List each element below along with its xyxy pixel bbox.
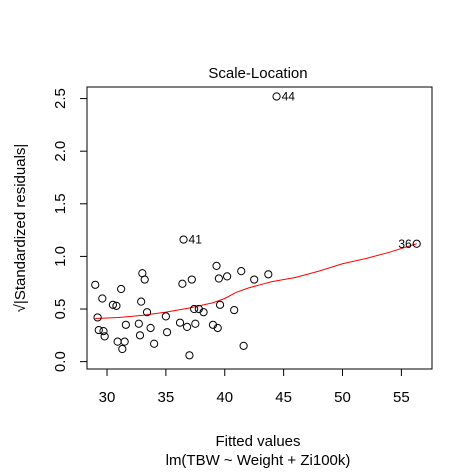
x-axis-label: Fitted values: [215, 433, 300, 450]
data-point: [142, 308, 152, 317]
data-point: [135, 331, 145, 340]
x-tick-label: 35: [158, 389, 175, 406]
data-point: [264, 270, 273, 279]
y-tick-label: 2.5: [52, 88, 69, 109]
x-tick-label: 40: [216, 389, 233, 406]
data-point: [99, 327, 108, 336]
data-point: [121, 320, 130, 329]
data-point: [108, 300, 118, 309]
point-labels: 41 44 36: [189, 89, 412, 250]
data-point: [250, 275, 259, 284]
data-point: [161, 312, 170, 321]
data-point: [112, 301, 121, 310]
data-point: [117, 284, 126, 294]
data-point: [91, 280, 100, 289]
x-tick-label: 30: [99, 389, 116, 406]
data-point: [237, 267, 246, 276]
data-point: [179, 235, 188, 244]
data-point: [178, 279, 187, 288]
data-point: [187, 275, 196, 284]
x-axis: 30 35 40 45 50 55: [99, 368, 410, 406]
data-point: [239, 341, 248, 350]
data-point: [212, 261, 221, 270]
y-tick-label: 1.0: [52, 246, 69, 267]
data-point: [140, 275, 149, 284]
y-tick-label: 2.0: [52, 141, 69, 162]
data-point: [93, 313, 102, 322]
data-point: [94, 325, 103, 335]
x-tick-label: 55: [393, 389, 410, 406]
data-point: [272, 92, 281, 101]
data-point: [185, 351, 194, 360]
data-point: [412, 239, 421, 248]
smoother-line: [95, 243, 417, 319]
x-axis-sublabel: lm(TBW ~ Weight + Zi100k): [166, 452, 351, 469]
data-point: [191, 319, 200, 328]
point-id-label: 44: [282, 89, 296, 103]
data-point: [230, 305, 239, 315]
x-tick-label: 45: [275, 389, 292, 406]
data-point: [98, 294, 107, 303]
data-point: [175, 318, 185, 327]
data-point: [214, 274, 223, 283]
data-point: [199, 308, 208, 317]
y-axis-label: √|Standardized residuals|: [12, 144, 29, 313]
data-point: [223, 272, 232, 281]
data-point: [146, 323, 155, 333]
data-point: [190, 304, 199, 314]
y-axis: 0.0 0.5 1.0 1.5 2.0 2.5: [52, 88, 88, 372]
chart-title: Scale-Location: [208, 65, 307, 82]
x-tick-label: 50: [334, 389, 351, 406]
data-point: [134, 319, 143, 328]
y-tick-label: 0.5: [52, 299, 69, 320]
data-point: [120, 337, 129, 346]
y-tick-label: 0.0: [52, 351, 69, 372]
data-point: [150, 339, 159, 348]
point-id-label: 41: [189, 233, 203, 247]
point-id-label: 36: [398, 237, 412, 251]
data-point: [137, 297, 146, 306]
data-point: [182, 322, 192, 332]
data-point: [213, 323, 222, 333]
data-point: [118, 344, 127, 354]
data-points: [91, 92, 421, 360]
data-point: [215, 300, 225, 309]
y-tick-label: 1.5: [52, 193, 69, 214]
data-point: [100, 332, 109, 341]
data-point: [162, 328, 172, 337]
